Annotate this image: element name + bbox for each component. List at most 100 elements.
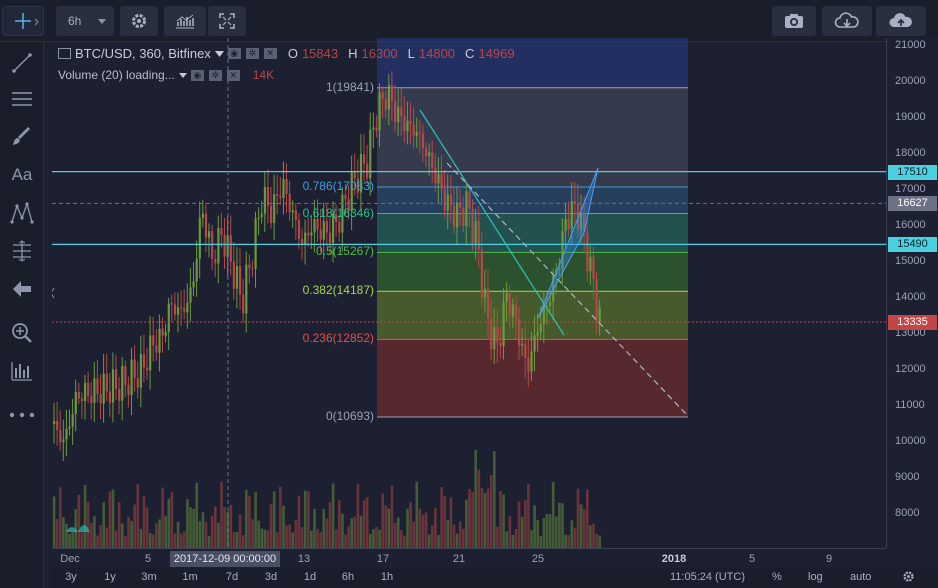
range-button-6h[interactable]: 6h	[341, 571, 355, 583]
fullscreen-icon	[219, 13, 235, 29]
save-chart-button[interactable]	[876, 6, 926, 36]
candle-body	[84, 382, 87, 402]
crosshair-icon[interactable]	[2, 6, 44, 36]
eye-icon[interactable]: ◉	[190, 69, 204, 81]
tool-horizontal-lines[interactable]	[6, 84, 38, 114]
candle-body	[248, 264, 251, 268]
volume-bar	[505, 531, 508, 548]
tool-trend-line[interactable]	[6, 48, 38, 78]
volume-bar	[375, 526, 378, 548]
volume-bar	[545, 514, 549, 548]
volume-bar	[586, 489, 589, 548]
interval-select[interactable]: 6h	[56, 6, 114, 36]
gear-icon[interactable]: ✲	[208, 69, 222, 81]
time-cursor-label: 2017-12-09 00:00:00	[170, 551, 280, 567]
fib-level-label: 0(10693)	[325, 409, 374, 424]
scale-option-button[interactable]: auto	[850, 571, 872, 583]
candle-body	[322, 221, 325, 240]
candle-body	[152, 335, 155, 346]
indicators-button[interactable]	[164, 6, 206, 36]
time-tick-label: 25	[531, 553, 545, 565]
snapshot-button[interactable]	[772, 6, 816, 36]
utc-clock[interactable]: 11:05:24 (UTC)	[670, 571, 745, 583]
top-toolbar: 6h	[0, 0, 938, 42]
volume-bar	[232, 532, 236, 548]
candle-body	[164, 331, 167, 336]
volume-bar	[359, 515, 363, 548]
cloud-upload-icon	[889, 13, 912, 27]
volume-bar	[223, 506, 226, 548]
chevron-down-icon[interactable]	[214, 50, 224, 57]
price-tick-label: 12000	[895, 363, 926, 375]
range-button-3y[interactable]: 3y	[65, 571, 77, 583]
range-button-1h[interactable]: 1h	[380, 571, 394, 583]
candle-body	[59, 429, 62, 443]
settings-button[interactable]	[120, 6, 158, 36]
candle-body	[127, 384, 130, 396]
candle-body	[266, 186, 270, 206]
volume-bar	[93, 516, 96, 548]
price-chart[interactable]: 1(19841) 0.786(17083) 0.618(16346) 0.5(1526…	[52, 38, 886, 548]
candle-body	[71, 413, 74, 427]
tool-bars[interactable]	[6, 356, 38, 386]
candle-body	[158, 328, 161, 353]
price-tag: 16627	[888, 196, 937, 212]
tool-zoom[interactable]	[6, 318, 38, 348]
text-icon: Aa	[11, 165, 33, 184]
candle-body	[456, 202, 459, 228]
time-axis[interactable]: 9 5 2018 25 21 17 13 5 Dec 2017-12-09 00:00:00	[52, 548, 886, 568]
range-button-1d[interactable]: 1d	[303, 571, 317, 583]
tool-brush[interactable]	[6, 122, 38, 152]
scale-option-button[interactable]: %	[772, 571, 782, 583]
candle-body	[446, 194, 449, 211]
load-chart-button[interactable]	[822, 6, 872, 36]
range-button-7d[interactable]: 7d	[225, 571, 239, 583]
volume-bar	[322, 508, 326, 548]
volume-bar	[192, 508, 195, 548]
candle-body	[130, 359, 133, 396]
candle-body	[167, 303, 170, 332]
candle-body	[251, 267, 254, 269]
fib-zone	[377, 38, 688, 88]
range-button-3d[interactable]: 3d	[264, 571, 278, 583]
price-axis[interactable]: 21000 20000 19000 18000 17000 16000 15000 14000…	[886, 38, 938, 548]
candle-body	[102, 373, 105, 404]
candle-body	[105, 373, 108, 392]
time-tick-label: 9	[825, 553, 833, 565]
arrow-left-icon	[13, 281, 31, 297]
scale-option-button[interactable]: log	[808, 571, 823, 583]
range-button-1m[interactable]: 1m	[182, 571, 198, 583]
volume-title[interactable]: Volume (20) loading...	[58, 68, 175, 82]
tool-measure[interactable]	[6, 236, 38, 266]
volume-bar	[195, 482, 198, 548]
candle-body	[170, 303, 173, 305]
eye-icon[interactable]: ◉	[227, 48, 241, 59]
range-button-1y[interactable]: 1y	[104, 571, 116, 583]
fib-level-label: 0.236(12852)	[302, 331, 374, 346]
candle-body	[133, 359, 136, 379]
volume-bar	[59, 487, 62, 548]
fullscreen-button[interactable]	[208, 6, 246, 36]
tool-pattern[interactable]	[6, 198, 38, 228]
volume-bar	[189, 507, 192, 548]
tool-text[interactable]: Aa	[6, 160, 38, 190]
tool-more[interactable]	[6, 400, 38, 430]
candle-body	[226, 235, 229, 257]
fib-level-label: 1(19841)	[325, 79, 374, 94]
range-button-3m[interactable]: 3m	[141, 571, 157, 583]
chevron-down-icon[interactable]	[178, 72, 187, 78]
symbol-title[interactable]: BTC/USD, 360, Bitfinex	[75, 46, 211, 61]
collapse-icon[interactable]	[58, 48, 71, 59]
close-icon[interactable]: ✕	[263, 48, 277, 59]
volume-bar	[148, 533, 152, 548]
volume-bar	[598, 535, 601, 548]
fib-zone	[377, 291, 688, 340]
gear-icon[interactable]	[902, 570, 915, 586]
gear-icon[interactable]: ✲	[245, 48, 259, 59]
volume-bar	[536, 520, 539, 548]
tool-remove[interactable]	[6, 274, 38, 304]
close-icon[interactable]: ✕	[226, 69, 240, 81]
candle-body	[499, 342, 502, 347]
candle-body	[77, 392, 80, 399]
volume-bar	[325, 518, 329, 548]
